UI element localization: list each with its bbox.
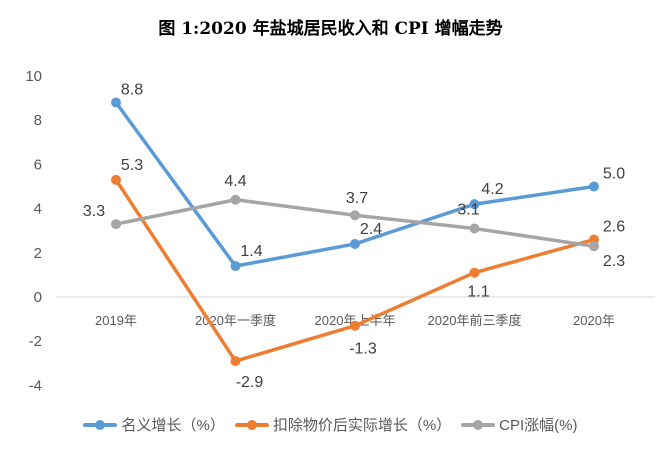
data-point [589,181,599,192]
data-label: -2.9 [236,374,264,391]
x-tick-label: 2020年 [573,313,615,328]
x-tick-label: 2020年一季度 [195,313,276,328]
y-tick-label: 6 [34,156,42,173]
legend-item: 名义增长（%） [83,414,225,435]
data-label: 2.6 [603,219,625,236]
x-tick-label: 2019年 [95,313,137,328]
data-point [230,356,241,367]
legend-item: 扣除物价后实际增长（%） [234,414,452,435]
x-tick-label: 2020年前三季度 [428,313,522,328]
legend-swatch [234,419,269,430]
data-point [230,194,241,205]
legend-swatch [83,419,118,430]
data-point [350,320,360,331]
chart-title: 图 1:2020 年盐城居民收入和 CPI 增幅走势 [158,19,503,39]
legend-item: CPI涨幅(%) [461,414,578,435]
y-tick-label: 2 [34,245,42,262]
y-tick-label: 4 [34,201,42,218]
data-point [589,241,599,252]
data-label: 8.8 [121,82,143,99]
data-label: 4.4 [224,173,246,190]
data-label: 3.1 [457,201,479,218]
y-tick-label: -2 [29,333,42,350]
data-label: 3.3 [83,203,105,220]
legend: 名义增长（%） 扣除物价后实际增长（%） CPI涨幅(%) [0,414,661,435]
y-tick-label: 0 [34,289,42,306]
data-label: -1.3 [349,341,377,358]
y-tick-label: -4 [29,377,42,394]
data-label: 5.0 [603,166,625,183]
data-point [469,223,480,234]
y-tick-label: 10 [25,68,42,85]
data-point [350,238,360,249]
y-tick-label: 8 [34,112,42,129]
data-label: 1.1 [467,284,489,301]
legend-label: 扣除物价后实际增长（%） [272,417,452,434]
legend-label: 名义增长（%） [121,417,225,434]
data-label: 2.4 [360,221,382,238]
data-label: 4.2 [481,181,503,198]
data-point [111,97,121,108]
data-point [350,210,360,221]
data-point [469,199,480,210]
data-label: 2.3 [603,253,625,270]
legend-swatch [461,419,496,430]
data-label: 1.4 [240,243,262,260]
data-label: 5.3 [121,157,143,174]
data-point [111,219,121,230]
data-point [469,267,480,278]
data-point [230,261,241,272]
data-point [111,174,121,185]
data-label: 3.7 [346,190,368,207]
legend-label: CPI涨幅(%) [499,417,578,434]
